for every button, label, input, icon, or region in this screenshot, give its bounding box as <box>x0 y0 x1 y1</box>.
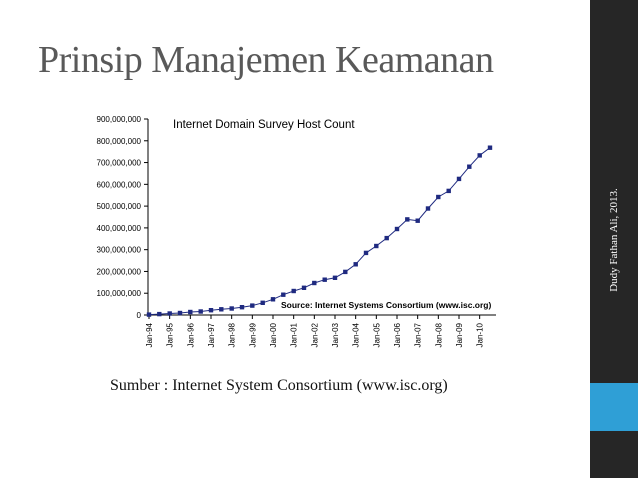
data-point <box>240 305 244 309</box>
x-tick-label: Jan-98 <box>228 322 237 347</box>
x-tick-label: Jan-97 <box>207 322 216 347</box>
x-tick-label: Jan-05 <box>372 322 381 347</box>
data-point <box>188 310 192 314</box>
y-tick-label: 0 <box>137 311 142 320</box>
y-tick-label: 500,000,000 <box>97 202 142 211</box>
data-point <box>333 276 337 280</box>
data-point <box>230 306 234 310</box>
data-point <box>447 189 451 193</box>
slide-title: Prinsip Manajemen Keamanan <box>38 38 494 82</box>
x-tick-label: Jan-09 <box>455 322 464 347</box>
x-tick-label: Jan-06 <box>393 322 402 347</box>
x-tick-label: Jan-02 <box>310 322 319 347</box>
data-point <box>436 195 440 199</box>
x-tick-label: Jan-07 <box>414 322 423 347</box>
data-point <box>426 206 430 210</box>
x-tick-label: Jan-10 <box>476 322 485 347</box>
y-tick-label: 700,000,000 <box>97 159 142 168</box>
y-tick-label: 400,000,000 <box>97 224 142 233</box>
data-point <box>168 311 172 315</box>
chart-source-annotation: Source: Internet Systems Consortium (www… <box>281 300 492 310</box>
data-point <box>281 293 285 297</box>
data-point <box>199 309 203 313</box>
x-axis: Jan-94 Jan-95 Jan-96 Jan-97 Jan-98 Jan-99 Jan-… <box>145 315 496 347</box>
y-tick-label: 800,000,000 <box>97 137 142 146</box>
y-tick-label: 300,000,000 <box>97 246 142 255</box>
data-point <box>385 236 389 240</box>
data-point <box>292 289 296 293</box>
y-tick-label: 100,000,000 <box>97 289 142 298</box>
data-point <box>343 270 347 274</box>
data-point <box>312 281 316 285</box>
data-point <box>354 262 358 266</box>
host-count-chart: Internet Domain Survey Host Count 0 100,0… <box>78 110 508 358</box>
x-tick-label: Jan-08 <box>434 322 443 347</box>
data-point <box>219 307 223 311</box>
x-tick-label: Jan-01 <box>290 322 299 347</box>
author-label-container: Dudy Fathan Ali, 2013. <box>593 130 635 350</box>
x-tick-label: Jan-94 <box>145 322 154 347</box>
data-point <box>467 165 471 169</box>
data-point <box>364 251 368 255</box>
y-axis: 0 100,000,000 200,000,000 300,000,000 400,00… <box>97 115 149 320</box>
data-point <box>250 303 254 307</box>
y-tick-label: 200,000,000 <box>97 267 142 276</box>
author-label: Dudy Fathan Ali, 2013. <box>608 188 620 292</box>
data-point <box>416 219 420 223</box>
x-tick-label: Jan-00 <box>269 322 278 347</box>
series-host-count <box>147 146 492 317</box>
sidebar-accent-block <box>590 383 638 431</box>
y-tick-label: 600,000,000 <box>97 180 142 189</box>
data-point <box>157 312 161 316</box>
y-tick-label: 900,000,000 <box>97 115 142 124</box>
x-tick-label: Jan-96 <box>186 322 195 347</box>
data-point <box>147 312 151 316</box>
data-point <box>323 278 327 282</box>
data-point <box>302 286 306 290</box>
data-point <box>271 297 275 301</box>
data-point <box>488 146 492 150</box>
x-tick-label: Jan-95 <box>166 322 175 347</box>
x-tick-label: Jan-04 <box>352 322 361 347</box>
data-point <box>209 308 213 312</box>
source-citation: Sumber : Internet System Consortium (www… <box>110 377 448 395</box>
series-line <box>149 148 490 315</box>
data-point <box>261 301 265 305</box>
x-tick-label: Jan-03 <box>331 322 340 347</box>
x-tick-label: Jan-99 <box>248 322 257 347</box>
data-point <box>478 153 482 157</box>
chart-title: Internet Domain Survey Host Count <box>173 119 355 131</box>
data-point <box>178 311 182 315</box>
data-point <box>395 227 399 231</box>
data-point <box>405 217 409 221</box>
data-point <box>374 244 378 248</box>
data-point <box>457 177 461 181</box>
